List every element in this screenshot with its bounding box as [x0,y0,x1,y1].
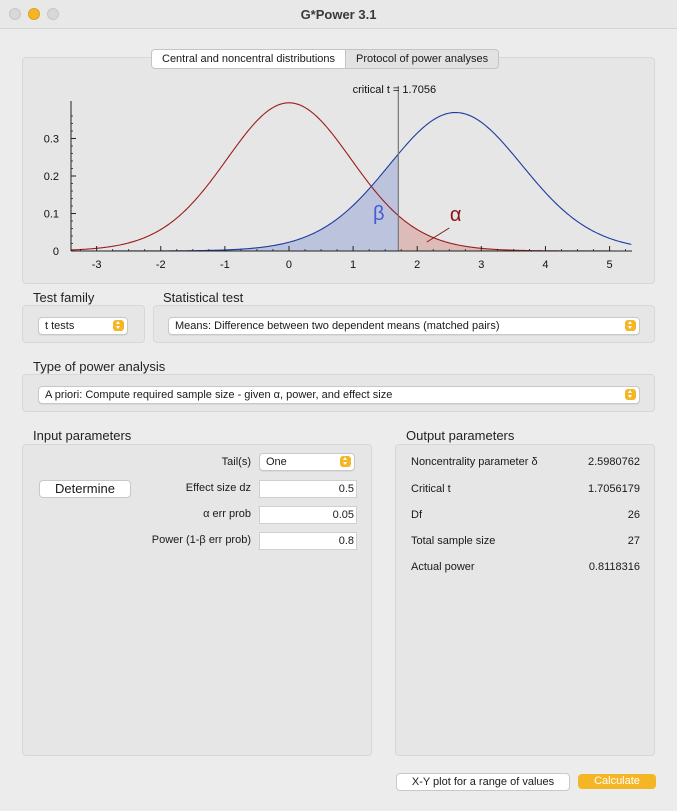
x-tick-label: -3 [92,259,102,271]
alpha-input[interactable]: 0.05 [259,506,357,524]
test-family-panel: t tests [22,305,145,343]
x-tick-label: 1 [350,259,356,271]
statistical-test-select[interactable]: Means: Difference between two dependent … [168,317,640,335]
x-tick-label: 5 [606,259,612,271]
tab-bar: Central and noncentral distributions Pro… [151,49,500,69]
total-sample-size-value: 27 [627,535,640,547]
noncentrality-label: Noncentrality parameter δ [411,456,538,468]
input-parameters-label: Input parameters [33,428,132,443]
x-tick-label: 4 [542,259,548,271]
x-tick-label: 2 [414,259,420,271]
x-tick-label: -2 [156,259,166,271]
effect-size-input[interactable]: 0.5 [259,480,357,498]
test-family-select[interactable]: t tests [38,317,128,335]
alpha-area [398,215,632,251]
alpha-label: α [450,204,462,226]
power-label: Power (1-β err prob) [151,534,251,546]
distribution-chart: 0 0.1 0.2 0.3 -3 -2 -1 0 1 2 3 4 5 critical t = 1.70… [44,84,632,271]
power-analysis-label: Type of power analysis [33,359,166,374]
critical-t-value: 1.7056179 [588,483,640,495]
chevron-updown-icon [340,456,351,467]
test-family-label: Test family [33,290,95,305]
actual-power-value: 0.8118316 [588,561,640,573]
chevron-updown-icon [625,320,636,331]
df-value: 26 [627,509,640,521]
x-tick-label: -1 [220,259,230,271]
critical-t-label: Critical t [411,483,451,495]
alpha-pointer-line [426,227,450,243]
total-sample-size-label: Total sample size [411,535,496,547]
statistical-test-panel: Means: Difference between two dependent … [153,305,655,343]
chevron-updown-icon [113,320,124,331]
power-analysis-value: A priori: Compute required sample size -… [45,389,393,401]
noncentrality-value: 2.5980762 [588,456,640,468]
tab-distributions[interactable]: Central and noncentral distributions [152,50,347,68]
tab-protocol[interactable]: Protocol of power analyses [356,53,489,65]
power-input[interactable]: 0.8 [259,532,357,550]
chevron-updown-icon [625,389,636,400]
tails-value: One [266,456,287,468]
maximize-window-button[interactable] [47,8,59,20]
distribution-graph-panel: 0 0.1 0.2 0.3 -3 -2 -1 0 1 2 3 4 5 critical t = 1.70… [22,57,655,284]
window-title: G*Power 3.1 [300,7,377,22]
close-window-button[interactable] [9,8,21,20]
power-analysis-select[interactable]: A priori: Compute required sample size -… [38,386,640,404]
output-parameters-panel [395,444,655,756]
y-tick-label: 0 [53,246,59,258]
xy-plot-button[interactable]: X-Y plot for a range of values [396,773,570,791]
statistical-test-value: Means: Difference between two dependent … [175,320,500,332]
test-family-value: t tests [45,320,75,332]
x-tick-label: 3 [478,259,484,271]
y-tick-label: 0.2 [44,171,59,183]
beta-area [71,154,399,251]
y-tick-label: 0.3 [44,134,59,146]
output-parameters-label: Output parameters [406,428,515,443]
y-tick-label: 0.1 [44,209,59,221]
tails-label: Tail(s) [221,456,251,468]
alpha-label: α err prob [203,508,251,520]
determine-button[interactable]: Determine [39,480,131,498]
title-bar: G*Power 3.1 [0,0,677,29]
power-analysis-panel: A priori: Compute required sample size -… [22,374,655,412]
critical-t-label: critical t = 1.7056 [353,84,436,96]
actual-power-label: Actual power [411,561,475,573]
x-tick-label: 0 [286,259,292,271]
df-label: Df [411,509,422,521]
calculate-button[interactable]: Calculate [578,774,656,789]
minimize-window-button[interactable] [28,8,40,20]
tails-select[interactable]: One [259,453,355,471]
statistical-test-label: Statistical test [163,290,244,305]
beta-label: β [373,203,385,225]
effect-size-label: Effect size dz [185,482,251,494]
